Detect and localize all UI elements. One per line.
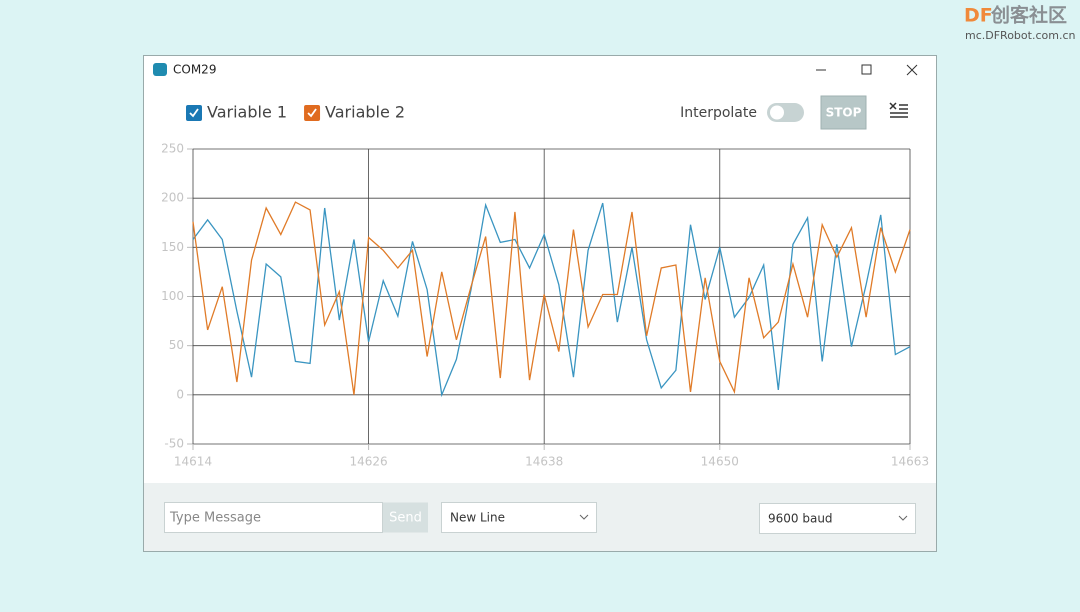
y-tick-label: 50: [169, 338, 184, 352]
line-ending-label: New Line: [450, 511, 505, 525]
watermark-brand: DF: [964, 5, 993, 27]
line-ending-select[interactable]: [441, 502, 597, 533]
baud-select[interactable]: [759, 503, 916, 534]
plot: -50 0 50 100 150 200 250 14614 14626 14638 14650 14…: [161, 142, 929, 469]
clear-button[interactable]: [889, 102, 908, 118]
check-mark: [189, 108, 199, 118]
baud-label: 9600 baud: [768, 512, 833, 526]
y-tick-label: 150: [161, 240, 184, 254]
x-tick-label: 14650: [701, 455, 739, 469]
y-tick-label: 250: [161, 142, 184, 156]
toggle-knob: [770, 105, 784, 120]
legend-label: Variable 2: [325, 103, 405, 122]
series-line: [192, 201, 911, 395]
watermark-url: mc.DFRobot.com.cn: [965, 29, 1075, 42]
message-placeholder: Type Message: [169, 511, 261, 526]
close-button[interactable]: [906, 64, 918, 76]
send-label: Send: [389, 511, 422, 526]
stop-button[interactable]: [820, 95, 867, 130]
message-input[interactable]: [164, 502, 383, 533]
legend: Variable 1 Variable 2: [186, 103, 405, 122]
app-icon: [153, 63, 167, 76]
legend-checkbox[interactable]: [304, 105, 321, 121]
legend-label: Variable 1: [207, 103, 287, 122]
stop-label: STOP: [826, 106, 862, 120]
window-title: COM29: [173, 63, 216, 77]
y-tick-label: 100: [161, 289, 184, 303]
y-tick-label: 0: [176, 387, 184, 401]
y-tick-label: -50: [164, 437, 184, 451]
window: [143, 55, 937, 552]
x-tick-label: 14638: [525, 455, 563, 469]
watermark-brand: 创客社区: [990, 4, 1067, 27]
x-tick-label: 14614: [174, 455, 212, 469]
send-button[interactable]: [383, 502, 428, 533]
check-mark: [307, 108, 317, 118]
interpolate-label: Interpolate: [680, 105, 757, 121]
x-tick-label: 14663: [891, 455, 929, 469]
chevron: [898, 515, 908, 521]
y-tick-label: 200: [161, 191, 184, 205]
chevron: [579, 514, 589, 520]
maximize-button[interactable]: [861, 64, 872, 75]
legend-checkbox[interactable]: [186, 105, 202, 121]
x-tick-label: 14626: [349, 455, 387, 469]
series-line: [192, 202, 911, 398]
